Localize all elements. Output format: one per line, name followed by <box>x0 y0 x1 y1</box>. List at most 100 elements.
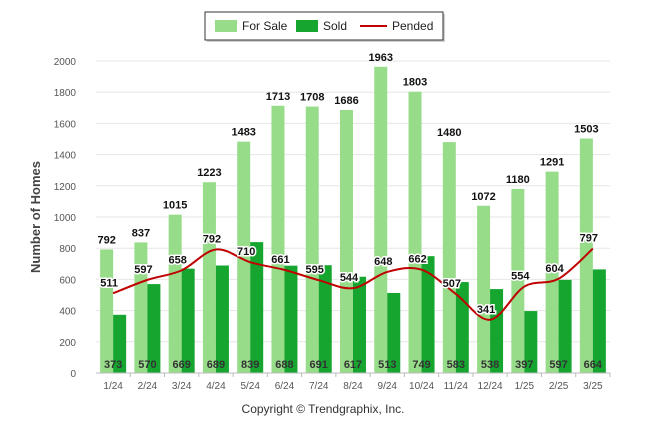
sold-data-label: 373 <box>104 359 122 371</box>
legend-box <box>204 11 444 41</box>
sold-data-label: 664 <box>584 359 603 371</box>
x-tick-label: 4/24 <box>206 381 226 392</box>
sold-data-label: 570 <box>138 359 156 371</box>
sold-bar <box>181 268 195 373</box>
x-tick-label: 11/24 <box>444 381 469 392</box>
sold-bar <box>524 311 538 373</box>
for-sale-data-label: 837 <box>132 227 150 239</box>
for-sale-data-label: 1686 <box>334 95 358 107</box>
for-sale-bar <box>134 242 148 373</box>
y-tick-label: 600 <box>59 275 76 286</box>
sold-bar <box>353 276 366 373</box>
for-sale-bar <box>271 105 285 373</box>
for-sale-data-label: 1180 <box>506 174 530 186</box>
y-tick-label: 1800 <box>54 88 77 99</box>
y-tick-label: 1200 <box>54 182 77 193</box>
sold-data-label: 397 <box>515 359 533 371</box>
pended-data-label: 597 <box>134 264 152 276</box>
pended-data-label: 511 <box>100 277 118 289</box>
y-axis-title: Number of Homes <box>28 161 43 273</box>
sold-bar <box>490 289 504 373</box>
sold-bar <box>284 265 298 373</box>
sold-bar <box>147 284 161 373</box>
sold-data-label: 749 <box>412 359 430 371</box>
for-sale-bar <box>168 214 182 373</box>
pended-data-label: 710 <box>237 246 255 258</box>
y-tick-label: 2000 <box>54 57 77 68</box>
copyright-text: Copyright © Trendgraphix, Inc. <box>241 402 405 416</box>
legend-swatch-sold <box>296 20 318 32</box>
pended-data-label: 544 <box>340 272 359 284</box>
sold-data-label: 583 <box>447 359 465 371</box>
pended-data-label: 604 <box>545 263 564 275</box>
for-sale-data-label: 1072 <box>471 191 495 203</box>
sold-data-label: 597 <box>549 359 567 371</box>
for-sale-data-label: 1963 <box>369 52 393 64</box>
x-tick-label: 6/24 <box>275 381 295 392</box>
sold-data-label: 669 <box>172 359 190 371</box>
y-tick-label: 1000 <box>54 213 77 224</box>
pended-data-label: 341 <box>477 304 495 316</box>
for-sale-data-label: 1708 <box>300 92 324 104</box>
for-sale-data-label: 1483 <box>231 127 255 139</box>
for-sale-bar <box>100 249 114 373</box>
sold-bar <box>113 314 127 373</box>
pended-data-label: 507 <box>443 278 461 290</box>
sold-bar <box>558 279 572 373</box>
for-sale-data-label: 1713 <box>266 91 290 103</box>
sold-data-label: 689 <box>207 359 225 371</box>
pended-data-label: 595 <box>306 264 324 276</box>
legend-label-pended: Pended <box>392 19 433 33</box>
legend-label-sold: Sold <box>323 19 347 33</box>
for-sale-bar <box>511 188 525 373</box>
sold-bar <box>421 256 435 373</box>
for-sale-bar <box>237 141 251 373</box>
y-tick-label: 800 <box>59 244 76 255</box>
for-sale-data-label: 1015 <box>163 200 187 212</box>
x-tick-label: 3/24 <box>172 381 192 392</box>
for-sale-bar <box>477 205 491 373</box>
sold-bar <box>250 242 264 373</box>
pended-data-label: 797 <box>580 233 598 245</box>
sold-bar <box>318 265 332 373</box>
for-sale-data-label: 1480 <box>437 127 461 139</box>
pended-data-label: 662 <box>408 254 426 266</box>
sold-data-label: 691 <box>310 359 328 371</box>
sold-data-label: 513 <box>378 359 396 371</box>
for-sale-bar <box>408 91 422 374</box>
pended-data-label: 648 <box>374 256 392 268</box>
for-sale-bar <box>374 66 388 373</box>
legend-label-for-sale: For Sale <box>242 19 288 33</box>
y-tick-label: 1400 <box>54 151 77 162</box>
sold-data-label: 839 <box>241 359 259 371</box>
sold-bar <box>455 282 469 373</box>
x-tick-label: 2/25 <box>549 381 569 392</box>
for-sale-bar <box>545 171 559 373</box>
x-tick-label: 9/24 <box>378 381 398 392</box>
for-sale-data-label: 1803 <box>403 77 427 89</box>
chart-svg: 792 373 837 570 1015 669 1223 689 1483 839 1713 688… <box>28 11 611 392</box>
sold-data-label: 688 <box>275 359 293 371</box>
for-sale-bar <box>305 106 319 373</box>
y-tick-label: 1600 <box>54 119 77 130</box>
x-tick-label: 3/25 <box>583 381 603 392</box>
sold-bar <box>215 265 229 373</box>
y-tick-label: 0 <box>70 369 76 380</box>
pended-data-label: 661 <box>271 254 289 266</box>
sold-bar <box>592 269 606 373</box>
x-tick-label: 1/25 <box>515 381 535 392</box>
pended-data-label: 792 <box>203 233 221 245</box>
x-tick-label: 5/24 <box>240 381 260 392</box>
x-tick-label: 12/24 <box>478 381 503 392</box>
for-sale-data-label: 792 <box>97 234 115 246</box>
for-sale-bar <box>340 109 353 373</box>
x-tick-label: 8/24 <box>343 381 363 392</box>
pended-data-label: 658 <box>168 254 186 266</box>
x-tick-label: 10/24 <box>409 381 434 392</box>
pended-data-label: 554 <box>511 271 530 283</box>
pended-line <box>112 247 594 321</box>
for-sale-bar <box>442 142 456 373</box>
legend-swatch-for-sale <box>215 20 237 32</box>
y-tick-label: 400 <box>59 307 76 318</box>
